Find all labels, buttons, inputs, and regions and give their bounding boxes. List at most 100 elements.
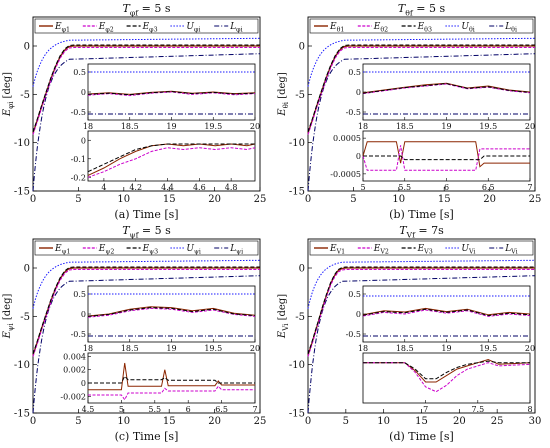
lower-bound-line <box>307 275 536 414</box>
legend-label: Eθ1​ <box>329 22 344 34</box>
inset-upper-ytick-label: -0.5 <box>346 330 361 339</box>
inset-upper-series-3 <box>87 91 256 96</box>
chart-panel-1: Tφf​ = 5 s 0 5 10 15 20 25 0 -5 -10 -15 Eφi​ [deg] (… <box>2 2 266 221</box>
x-tick-label: 25 <box>254 194 267 205</box>
inset-upper-series-2 <box>87 91 256 97</box>
y-axis-label: Eθi​ [deg] <box>277 72 290 117</box>
inset-lower-xtick-label: 4.6 <box>193 183 206 192</box>
inset-lower-xtick-label: 7 <box>252 405 257 414</box>
inset-upper-ytick-label: -0.5 <box>71 108 86 117</box>
inset-upper-series-3 <box>362 308 531 317</box>
inset-upper-xtick-label: 19 <box>166 122 176 131</box>
legend-label: Eθ2​ <box>373 22 388 34</box>
legend: EV1​ EV2​ EV3​ UVi​ LVi​ <box>309 240 534 256</box>
inset-lower-xtick-label: 4.5 <box>82 405 95 414</box>
x-tick-label: 5 <box>343 416 349 427</box>
chart-title: TVf​ = 7s <box>399 224 444 239</box>
inset-upper-xtick-label: 19 <box>441 344 451 353</box>
legend-label: Uψi​ <box>186 244 201 256</box>
y-tick-label: -15 <box>289 187 305 198</box>
inset-upper-ytick-label: 0 <box>81 310 86 319</box>
x-tick-label: 30 <box>529 416 542 427</box>
panel-caption: (d) Time [s] <box>389 430 454 443</box>
legend: Eθ1​ Eθ2​ Eθ3​ Uθi​ Lθi​ <box>309 18 534 34</box>
inset-lower-xtick-label: 6 <box>186 405 191 414</box>
inset-lower-series-3 <box>87 143 255 173</box>
series-2-line <box>32 268 260 357</box>
inset-lower-xtick-label: 7 <box>527 183 532 192</box>
y-tick-label: -5 <box>20 312 30 323</box>
inset-upper-series-2 <box>362 309 531 317</box>
series-2-line <box>307 46 535 135</box>
y-axis-label: Eφi​ [deg] <box>2 72 15 117</box>
inset-upper-ytick-label: 0.5 <box>73 68 86 77</box>
upper-bound-line <box>32 259 261 309</box>
legend-label: UVi​ <box>461 244 475 256</box>
y-tick-label: -10 <box>289 138 305 149</box>
series-2-line <box>307 268 535 357</box>
lower-bound-line <box>32 53 261 192</box>
y-tick-label: -10 <box>14 138 30 149</box>
legend-box <box>34 240 259 256</box>
inset-lower-ytick-label: 0 <box>81 379 86 388</box>
inset-lower-ytick-label: -0.1 <box>71 155 86 164</box>
series-3-line <box>307 266 535 355</box>
inset-upper-xtick-label: 18.5 <box>396 122 414 131</box>
y-tick-label: 0 <box>24 264 30 275</box>
inset-lower-series-2 <box>363 362 531 393</box>
inset-upper-xtick-label: 20 <box>250 122 260 131</box>
inset-upper-ytick-label: 0 <box>356 88 361 97</box>
inset-upper-series-3 <box>362 83 531 94</box>
y-axis-label: EVi​ [deg] <box>277 294 290 339</box>
legend-label: Eφ2​ <box>98 22 114 34</box>
inset-upper-xtick-label: 19 <box>166 344 176 353</box>
panel-caption: (b) Time [s] <box>389 208 454 221</box>
x-tick-label: 15 <box>163 416 176 427</box>
plot-frame <box>32 16 261 192</box>
inset-lower-ytick-label: 0.004 <box>63 352 86 361</box>
series-3-line <box>307 44 535 133</box>
inset-lower-series-3 <box>363 360 530 380</box>
legend-label: Eφ3​ <box>142 22 158 34</box>
legend-label: Eψ1​ <box>54 244 71 256</box>
panel-caption: (c) Time [s] <box>115 430 179 443</box>
x-tick-label: 0 <box>305 416 311 427</box>
inset-lower-xtick-label: 4 <box>101 183 106 192</box>
x-tick-label: 25 <box>254 416 267 427</box>
upper-bound-line <box>32 37 261 87</box>
x-tick-label: 15 <box>163 194 176 205</box>
chart-title: Tψf​ = 5 s <box>122 224 171 239</box>
legend-box <box>309 240 534 256</box>
x-tick-label: 20 <box>208 194 221 205</box>
chart-panel-2: Tθf​ = 5 s 0 5 10 15 20 25 0 -5 -10 -15 Eθi​ [deg] (… <box>277 2 541 221</box>
inset-upper-ytick-label: -0.5 <box>71 330 86 339</box>
inset-lower-ytick-label: -0.0005 <box>330 170 361 179</box>
y-axis-label: Eψi​ [deg] <box>2 294 15 340</box>
inset-lower-xtick-label: 7 <box>423 405 428 414</box>
inset-lower-xtick-label: 4.2 <box>129 183 142 192</box>
inset-lower-series-1 <box>88 362 255 391</box>
inset-upper-ytick-label: 0.5 <box>348 68 361 77</box>
x-tick-label: 0 <box>30 416 36 427</box>
legend-label: EV1​ <box>329 244 345 256</box>
legend-label: Eθ3​ <box>417 22 432 34</box>
inset-lower-xtick-label: 4.8 <box>225 183 238 192</box>
inset-upper-ytick-label: -0.5 <box>346 108 361 117</box>
lower-bound-line <box>307 53 536 192</box>
y-tick-label: -15 <box>14 409 30 420</box>
inset-upper-xtick-label: 20 <box>525 122 535 131</box>
inset-upper-xtick-label: 19 <box>441 122 451 131</box>
y-tick-label: -15 <box>289 409 305 420</box>
inset-lower-xtick-label: 6 <box>444 183 449 192</box>
inset-lower-frame <box>362 352 531 404</box>
inset-upper-xtick-label: 18.5 <box>121 122 139 131</box>
legend-label: Eφ1​ <box>54 22 70 34</box>
inset-lower-frame <box>87 130 256 182</box>
series-3-line <box>32 44 260 133</box>
x-tick-label: 15 <box>438 194 451 205</box>
inset-upper-xtick-label: 19.5 <box>204 344 222 353</box>
legend-label: Lψi​ <box>229 244 243 256</box>
inset-lower-xtick-label: 4.4 <box>161 183 174 192</box>
legend-label: LVi​ <box>504 244 517 256</box>
